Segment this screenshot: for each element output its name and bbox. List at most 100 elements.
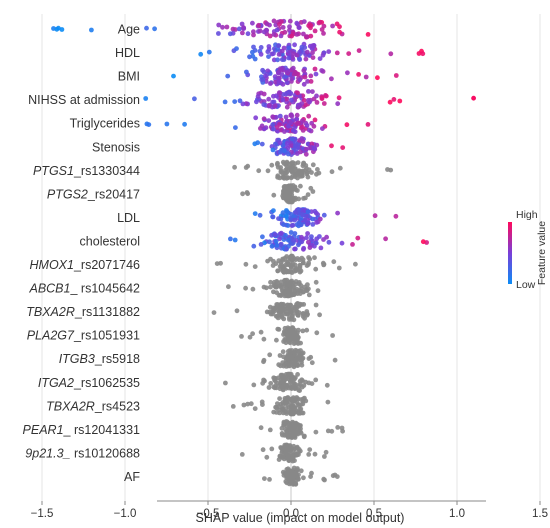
shap-point (301, 68, 307, 73)
shap-point (308, 354, 314, 360)
feature-snp-id: rs10120688 (70, 446, 140, 460)
shap-point (211, 310, 217, 315)
shap-point (309, 360, 315, 366)
shap-point (225, 73, 231, 79)
shap-point (271, 258, 276, 264)
shap-point (294, 112, 300, 118)
shap-point (314, 330, 320, 336)
shap-point (280, 81, 286, 87)
shap-point (310, 50, 315, 56)
shap-point (269, 162, 275, 168)
shap-point (250, 331, 256, 337)
shap-point (319, 27, 325, 32)
shap-point (313, 377, 319, 383)
shap-point (232, 99, 238, 104)
shap-point (296, 120, 301, 126)
shap-point (303, 151, 309, 157)
shap-point (245, 31, 251, 37)
colorbar-title: Feature value (536, 221, 548, 285)
shap-point (287, 379, 293, 385)
shap-point (293, 70, 298, 75)
shap-point (301, 246, 306, 252)
shap-point (305, 221, 310, 227)
shap-point (292, 246, 297, 252)
shap-point (286, 123, 291, 129)
shap-point (281, 354, 286, 360)
colorbar: High Low Feature value (508, 209, 548, 291)
feature-label: TBXA2R_rs1131882 (26, 305, 140, 319)
shap-point (280, 25, 286, 30)
shap-point (241, 402, 247, 408)
shap-point (304, 327, 310, 333)
shap-point (266, 54, 271, 59)
shap-point (268, 279, 273, 285)
shap-point (250, 49, 255, 55)
x-tick-label: 0.5 (366, 508, 382, 520)
shap-point (294, 356, 300, 362)
feature-beeswarm (198, 41, 426, 63)
shap-point (289, 33, 294, 39)
shap-point (292, 42, 297, 48)
shap-point (304, 235, 309, 241)
shap-point (345, 70, 350, 76)
shap-point (299, 44, 305, 50)
shap-point (310, 222, 316, 227)
shap-point (317, 312, 322, 318)
shap-point (261, 336, 267, 342)
shap-point (252, 56, 258, 62)
shap-point (332, 357, 338, 363)
shap-point (274, 93, 279, 99)
shap-point (274, 243, 280, 248)
shap-point (296, 449, 302, 455)
shap-point (240, 101, 246, 107)
shap-point (288, 120, 294, 126)
shap-point (340, 145, 346, 151)
shap-point (353, 261, 358, 267)
shap-point (261, 284, 267, 290)
feature-snp-id: _rs1131882 (74, 305, 140, 319)
shap-point (282, 400, 288, 406)
feature-snp-id: _ rs12041331 (63, 423, 141, 437)
shap-point (272, 306, 278, 311)
shap-point (295, 160, 301, 166)
shap-point (292, 268, 298, 274)
shap-point (270, 263, 276, 268)
feature-gene-name: TBXA2R (26, 305, 75, 319)
shap-point (317, 56, 323, 61)
shap-point (290, 456, 295, 461)
shap-point (271, 409, 277, 415)
shap-point (393, 213, 399, 219)
shap-point (54, 26, 60, 32)
shap-point (320, 260, 326, 266)
shap-point (258, 51, 264, 57)
shap-point (296, 327, 301, 333)
shap-point (281, 222, 286, 228)
shap-point (291, 238, 296, 244)
shap-point (312, 28, 318, 34)
shap-point (299, 384, 305, 390)
shap-point (284, 159, 290, 165)
shap-point (339, 240, 345, 246)
shap-point (287, 18, 293, 24)
shap-point (284, 293, 290, 299)
shap-point (278, 33, 284, 39)
shap-point (268, 284, 273, 290)
shap-point (306, 113, 312, 119)
shap-point (271, 32, 277, 37)
feature-label: NIHSS at admission (28, 93, 140, 107)
colorbar-gradient (508, 222, 512, 284)
shap-point (152, 26, 158, 32)
x-tick-label: 1.5 (532, 508, 548, 520)
shap-point (312, 117, 318, 123)
feature-label: cholesterol (80, 234, 140, 248)
shap-point (250, 20, 255, 26)
shap-point (243, 285, 249, 291)
shap-point (295, 341, 301, 346)
shap-point (320, 126, 325, 131)
shap-point (288, 175, 294, 181)
feature-beeswarm (262, 465, 340, 487)
feature-label: ITGA2_rs1062535 (38, 376, 140, 390)
shap-point (283, 170, 288, 176)
feature-gene-name: TBXA2R (46, 399, 95, 413)
